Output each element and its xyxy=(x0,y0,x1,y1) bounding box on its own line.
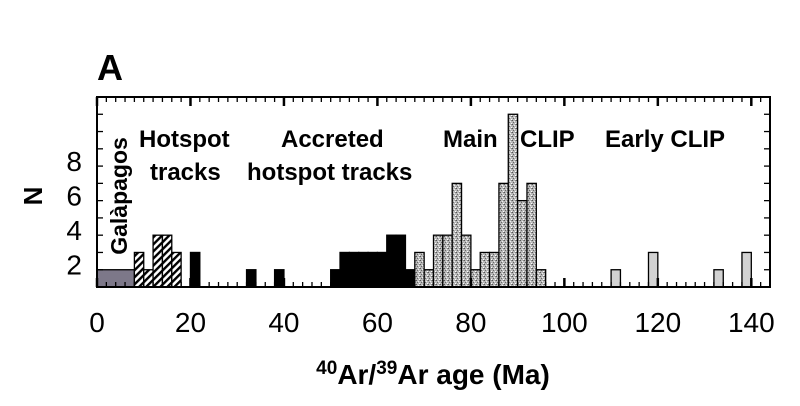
x-tick-label: 40 xyxy=(268,307,299,338)
x-tick-label: 100 xyxy=(541,307,588,338)
bar-main-clip-13 xyxy=(535,269,547,288)
bar-main-clip-4 xyxy=(451,182,463,288)
x-label-superscript-40: 40 xyxy=(316,358,337,379)
bar-main-clip-5 xyxy=(460,234,472,288)
bar-main-clip-6 xyxy=(470,269,481,288)
annotation-hotspot: Hotspot xyxy=(139,126,230,153)
annotation-early-clip: Early CLIP xyxy=(605,126,725,153)
y-tick-label: 6 xyxy=(66,180,82,211)
bar-accreted-hotspot-tracks-6 xyxy=(358,251,369,288)
bar-main-clip-9 xyxy=(498,182,509,288)
annotation-hotspot-tracks: hotspot tracks xyxy=(247,159,412,186)
x-label-rest: Ar age (Ma) xyxy=(397,359,549,390)
bar-main-clip-11 xyxy=(516,199,528,288)
bar-accreted-hotspot-tracks-2 xyxy=(273,269,285,288)
annotation-main: Main xyxy=(443,126,498,153)
bar-hotspot-tracks-1 xyxy=(143,269,154,288)
plot-frame xyxy=(96,96,771,288)
y-tick-label: 8 xyxy=(66,146,82,177)
bar-main-clip-1 xyxy=(423,269,435,288)
bar-main-clip-2 xyxy=(432,234,444,288)
bar-early-clip-0 xyxy=(610,269,622,288)
x-tick-label: 80 xyxy=(455,307,486,338)
bar-hotspot-tracks-3 xyxy=(161,234,173,288)
bar-accreted-hotspot-tracks-7 xyxy=(367,251,379,288)
bar-main-clip-7 xyxy=(479,251,491,288)
bar-accreted-hotspot-tracks-10 xyxy=(395,234,407,288)
bar-hotspot-tracks-0 xyxy=(133,251,145,288)
bar-main-clip-0 xyxy=(414,251,425,288)
bar-main-clip-8 xyxy=(488,251,500,288)
y-tick-label: 4 xyxy=(66,215,82,246)
x-tick-label: 0 xyxy=(89,307,105,338)
x-label-ar: Ar/ xyxy=(337,359,376,390)
bar-accreted-hotspot-tracks-4 xyxy=(339,251,351,288)
x-label-superscript-39: 39 xyxy=(376,358,397,379)
annotation-galapagos: Galàpagos xyxy=(106,137,132,255)
bar-main-clip-12 xyxy=(526,182,537,288)
bar-hotspot-tracks-4 xyxy=(171,251,182,288)
bar-main-clip-10 xyxy=(507,113,519,288)
x-tick-label: 120 xyxy=(634,307,681,338)
bar-early-clip-3 xyxy=(741,251,752,288)
bar-hotspot-tracks-2 xyxy=(152,234,164,288)
bar-early-clip-2 xyxy=(713,269,724,288)
annotation-accreted: Accreted xyxy=(281,126,384,153)
bar-accreted-hotspot-tracks-8 xyxy=(376,251,388,288)
bar-main-clip-3 xyxy=(442,234,453,288)
y-tick-label: 2 xyxy=(66,249,82,280)
annotation-tracks: tracks xyxy=(150,159,221,186)
x-axis-label: 40Ar/39Ar age (Ma) xyxy=(316,358,550,390)
x-tick-label: 140 xyxy=(728,307,775,338)
annotation-clip: CLIP xyxy=(520,126,575,153)
bar-accreted-hotspot-tracks-3 xyxy=(330,269,341,288)
x-tick-label: 20 xyxy=(175,307,206,338)
x-tick-label: 60 xyxy=(362,307,393,338)
bar-accreted-hotspot-tracks-1 xyxy=(245,269,257,288)
bar-accreted-hotspot-tracks-11 xyxy=(404,269,416,288)
bar-accreted-hotspot-tracks-0 xyxy=(189,251,201,288)
bar-accreted-hotspot-tracks-9 xyxy=(386,234,397,288)
y-axis-label: N xyxy=(18,187,48,206)
bar-accreted-hotspot-tracks-5 xyxy=(348,251,360,288)
panel-label: A xyxy=(97,47,123,88)
bar-early-clip-1 xyxy=(647,251,659,288)
